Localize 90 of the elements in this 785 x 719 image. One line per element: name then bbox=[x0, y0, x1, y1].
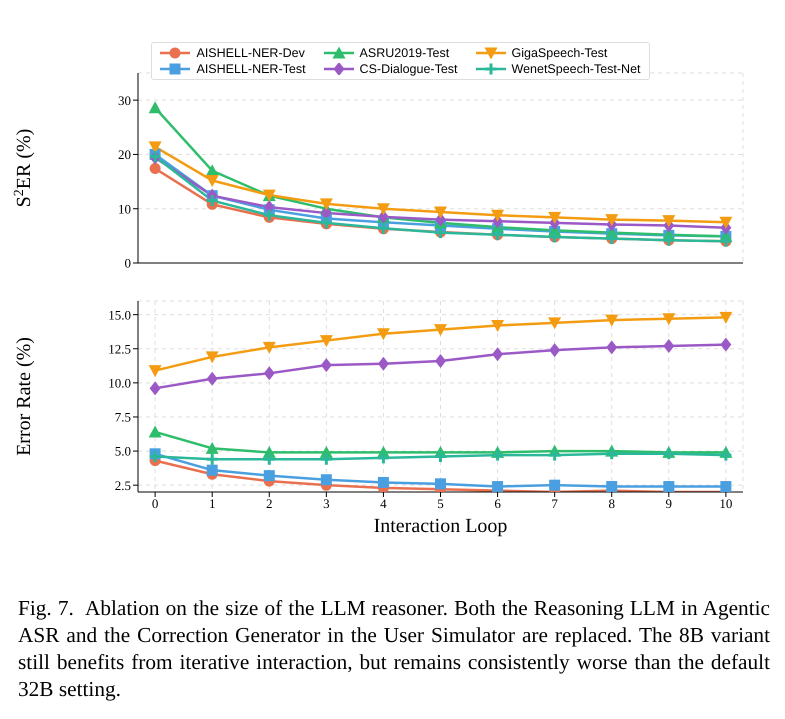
point bbox=[434, 206, 447, 218]
point bbox=[435, 354, 446, 368]
point bbox=[662, 215, 676, 228]
point bbox=[720, 338, 732, 352]
y-tick-label: 2.5 bbox=[114, 478, 131, 493]
x-tick-label: 2 bbox=[266, 496, 273, 512]
y-tick-label: 30 bbox=[118, 92, 131, 108]
point bbox=[262, 208, 276, 222]
x-tick-label: 3 bbox=[323, 496, 330, 512]
point bbox=[262, 342, 276, 354]
x-tick-label: 10 bbox=[719, 496, 732, 512]
point bbox=[662, 446, 676, 461]
point bbox=[320, 474, 332, 486]
point bbox=[435, 478, 446, 490]
point bbox=[719, 312, 732, 324]
point bbox=[320, 198, 333, 210]
point bbox=[606, 340, 618, 354]
point bbox=[491, 320, 504, 332]
point bbox=[264, 470, 275, 482]
point bbox=[605, 314, 618, 327]
point bbox=[206, 442, 219, 454]
point bbox=[206, 351, 219, 364]
caption: Fig. 7. Ablation on the size of the LLM reasoner. Both the Reasoning LLM in Agentic ASR and the Correction Generator in the User Simulator are replaced. The 8B variant still benefits from iterative interaction, but remains consistently worse than the default 32B setting. bbox=[18, 595, 770, 703]
y-tick-label: 10.0 bbox=[108, 375, 131, 390]
point bbox=[148, 450, 162, 464]
point bbox=[548, 448, 562, 462]
legend-label: WenetSpeech-Test-Net bbox=[512, 62, 641, 76]
y-tick-label: 5.0 bbox=[114, 444, 131, 459]
x-axis-title: Interaction Loop bbox=[374, 515, 508, 537]
x-tick-label: 5 bbox=[437, 496, 444, 512]
point bbox=[492, 347, 504, 362]
x-tick-label: 8 bbox=[608, 496, 615, 512]
point bbox=[206, 372, 218, 386]
point bbox=[150, 163, 161, 174]
y-tick-label: 12.5 bbox=[108, 341, 131, 356]
point bbox=[720, 481, 732, 492]
point bbox=[378, 356, 389, 371]
point bbox=[148, 101, 162, 114]
point bbox=[663, 481, 674, 492]
point bbox=[148, 365, 162, 378]
point bbox=[378, 476, 389, 488]
point bbox=[492, 481, 504, 492]
x-tick-label: 1 bbox=[208, 496, 216, 512]
y-tick-label: 7.5 bbox=[114, 410, 131, 425]
x-tick-label: 4 bbox=[380, 496, 388, 512]
point bbox=[604, 446, 619, 461]
point bbox=[319, 452, 334, 466]
point bbox=[549, 480, 560, 491]
point bbox=[148, 425, 162, 438]
point bbox=[262, 452, 276, 466]
point bbox=[376, 450, 390, 465]
y-tick-label: 0 bbox=[124, 256, 131, 271]
legend-label: AISHELL-NER-Dev bbox=[196, 46, 305, 60]
point bbox=[549, 343, 560, 358]
legend-label: ASRU2019-Test bbox=[360, 46, 450, 60]
point bbox=[205, 194, 220, 208]
point bbox=[605, 214, 618, 226]
y-axis-title: Error Rate (%) bbox=[13, 337, 35, 456]
y-tick-label: 10 bbox=[118, 201, 131, 216]
legend-label: GigaSpeech-Test bbox=[512, 46, 608, 60]
point bbox=[662, 313, 676, 326]
point bbox=[205, 452, 220, 466]
point bbox=[264, 366, 275, 380]
point bbox=[434, 324, 447, 336]
x-tick-label: 6 bbox=[494, 496, 502, 512]
point bbox=[320, 335, 333, 348]
point bbox=[663, 339, 674, 354]
x-tick-label: 9 bbox=[666, 496, 672, 512]
point bbox=[150, 381, 161, 396]
legend-label: AISHELL-NER-Test bbox=[196, 62, 306, 76]
point bbox=[719, 216, 732, 229]
point bbox=[718, 448, 733, 462]
y-tick-label: 15.0 bbox=[108, 307, 131, 322]
legend-label: CS-Dialogue-Test bbox=[360, 62, 458, 76]
point bbox=[319, 216, 334, 230]
point bbox=[490, 448, 505, 462]
x-tick-label: 7 bbox=[551, 496, 558, 512]
point bbox=[491, 210, 504, 222]
point bbox=[206, 174, 219, 187]
point bbox=[206, 464, 218, 476]
x-tick-label: 0 bbox=[152, 496, 158, 512]
point bbox=[376, 203, 390, 216]
point bbox=[548, 317, 562, 330]
point bbox=[320, 358, 332, 372]
point bbox=[548, 212, 562, 224]
point bbox=[148, 141, 162, 154]
y-tick-label: 20 bbox=[118, 147, 131, 162]
point bbox=[606, 481, 618, 492]
point bbox=[434, 450, 448, 464]
point bbox=[376, 328, 390, 340]
